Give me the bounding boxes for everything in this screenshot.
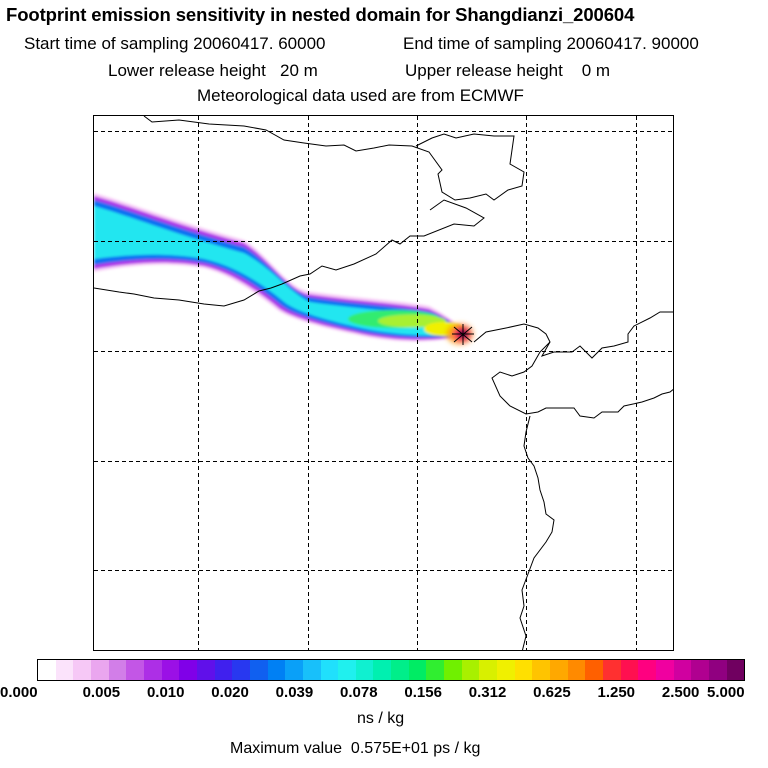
- legend-color-swatch: [691, 660, 709, 680]
- legend-tick-label: 5.000: [707, 684, 745, 701]
- legend-color-swatch: [479, 660, 498, 680]
- graticule: [94, 116, 673, 650]
- coastline-bohai: [473, 311, 673, 359]
- plume-lime-core: [378, 314, 446, 328]
- legend-color-swatch: [55, 660, 74, 680]
- legend-color-swatch: [90, 660, 109, 680]
- end-time-label: End time of sampling 20060417. 90000: [403, 34, 699, 53]
- legend-tick-label: 0.010: [146, 684, 185, 701]
- legend-tick-label: 0.005: [82, 684, 121, 701]
- legend-color-swatch: [603, 660, 621, 680]
- legend-tick-label: 2.500: [661, 684, 700, 701]
- legend-color-swatch: [426, 660, 445, 680]
- legend-unit-label: ns / kg: [357, 710, 405, 727]
- legend-color-swatch: [461, 660, 480, 680]
- plume-blue-band: [94, 200, 464, 338]
- legend-color-swatch: [73, 660, 91, 680]
- legend-color-swatch: [444, 660, 462, 680]
- legend-color-swatch: [708, 660, 727, 680]
- legend-tick-label: 0.000: [0, 684, 38, 701]
- meteorological-data-label: Meteorological data used are from ECMWF: [197, 86, 524, 105]
- legend-color-swatch: [673, 660, 692, 680]
- maximum-value-label: Maximum value 0.575E+01 ps / kg: [230, 740, 481, 757]
- legend-color-swatch: [408, 660, 427, 680]
- legend-color-swatch: [285, 660, 303, 680]
- legend-color-swatch: [620, 660, 639, 680]
- legend-color-swatch: [126, 660, 144, 680]
- legend-color-swatch: [38, 660, 56, 680]
- legend-color-swatch: [179, 660, 197, 680]
- legend-color-swatch: [514, 660, 533, 680]
- map-title: Footprint emission sensitivity in nested…: [6, 4, 635, 25]
- color-legend-bar: [37, 659, 745, 681]
- plume-cyan-core: [94, 206, 462, 336]
- legend-tick-label: 0.312: [468, 684, 507, 701]
- legend-color-swatch: [232, 660, 250, 680]
- legend-color-swatch: [532, 660, 551, 680]
- legend-tick-label: 0.156: [404, 684, 442, 701]
- legend-color-swatch: [373, 660, 392, 680]
- legend-color-swatch: [161, 660, 180, 680]
- legend-color-swatch: [302, 660, 321, 680]
- legend-color-swatch: [638, 660, 656, 680]
- coastline-east-shore: [519, 415, 555, 650]
- legend-color-swatch: [214, 660, 233, 680]
- lower-release-height-label: Lower release height 20 m: [108, 61, 318, 80]
- plume-field: [94, 193, 469, 342]
- legend-color-swatch: [655, 660, 674, 680]
- legend-color-swatch: [196, 660, 215, 680]
- legend-color-swatch: [249, 660, 268, 680]
- legend-color-swatch: [108, 660, 127, 680]
- coastline-peninsula: [491, 341, 673, 419]
- legend-color-swatch: [550, 660, 568, 680]
- border-line-east-inland: [94, 199, 485, 307]
- legend-tick-label: 1.250: [597, 684, 636, 701]
- legend-color-swatch: [567, 660, 586, 680]
- map-canvas: [94, 116, 673, 650]
- legend-color-swatch: [391, 660, 409, 680]
- legend-tick-label: 0.625: [533, 684, 571, 701]
- legend-color-swatch: [726, 660, 745, 680]
- border-line-north: [143, 116, 525, 201]
- map-panel: [93, 115, 674, 651]
- legend-color-swatch: [143, 660, 162, 680]
- upper-release-height-label: Upper release height 0 m: [405, 61, 611, 80]
- legend-tick-label: 0.078: [340, 684, 378, 701]
- coastlines: [94, 116, 673, 650]
- legend-color-swatch: [497, 660, 515, 680]
- legend-tick-label: 0.039: [275, 684, 314, 701]
- legend-color-swatch: [267, 660, 286, 680]
- legend-color-swatch: [355, 660, 374, 680]
- legend-color-swatch: [585, 660, 603, 680]
- legend-tick-label: 0.020: [211, 684, 249, 701]
- legend-color-swatch: [338, 660, 356, 680]
- start-time-label: Start time of sampling 20060417. 60000: [24, 34, 326, 53]
- receptor-station-marker: [452, 324, 474, 345]
- legend-color-swatch: [320, 660, 339, 680]
